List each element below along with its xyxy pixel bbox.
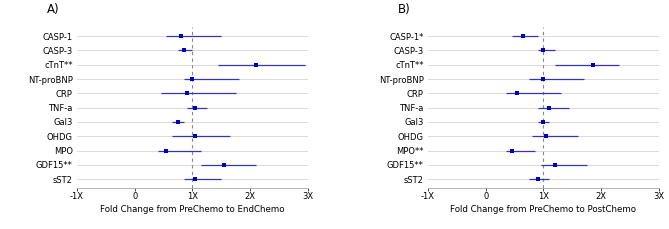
X-axis label: Fold Change from PreChemo to EndChemo: Fold Change from PreChemo to EndChemo (100, 205, 285, 214)
Text: B): B) (398, 3, 411, 16)
X-axis label: Fold Change from PreChemo to PostChemo: Fold Change from PreChemo to PostChemo (450, 205, 636, 214)
Text: A): A) (47, 3, 60, 16)
